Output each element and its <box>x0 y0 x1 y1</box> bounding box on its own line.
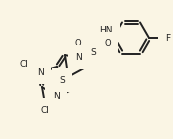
Text: Cl: Cl <box>20 59 28 69</box>
Text: F: F <box>165 33 171 43</box>
Text: N: N <box>53 91 59 100</box>
Text: S: S <box>90 48 96 56</box>
Text: HN: HN <box>99 25 113 34</box>
Text: S: S <box>59 75 65 85</box>
Text: N: N <box>76 53 82 61</box>
Text: Cl: Cl <box>40 106 49 115</box>
Text: O: O <box>105 39 111 48</box>
Text: O: O <box>75 39 81 48</box>
Text: N: N <box>37 68 43 76</box>
